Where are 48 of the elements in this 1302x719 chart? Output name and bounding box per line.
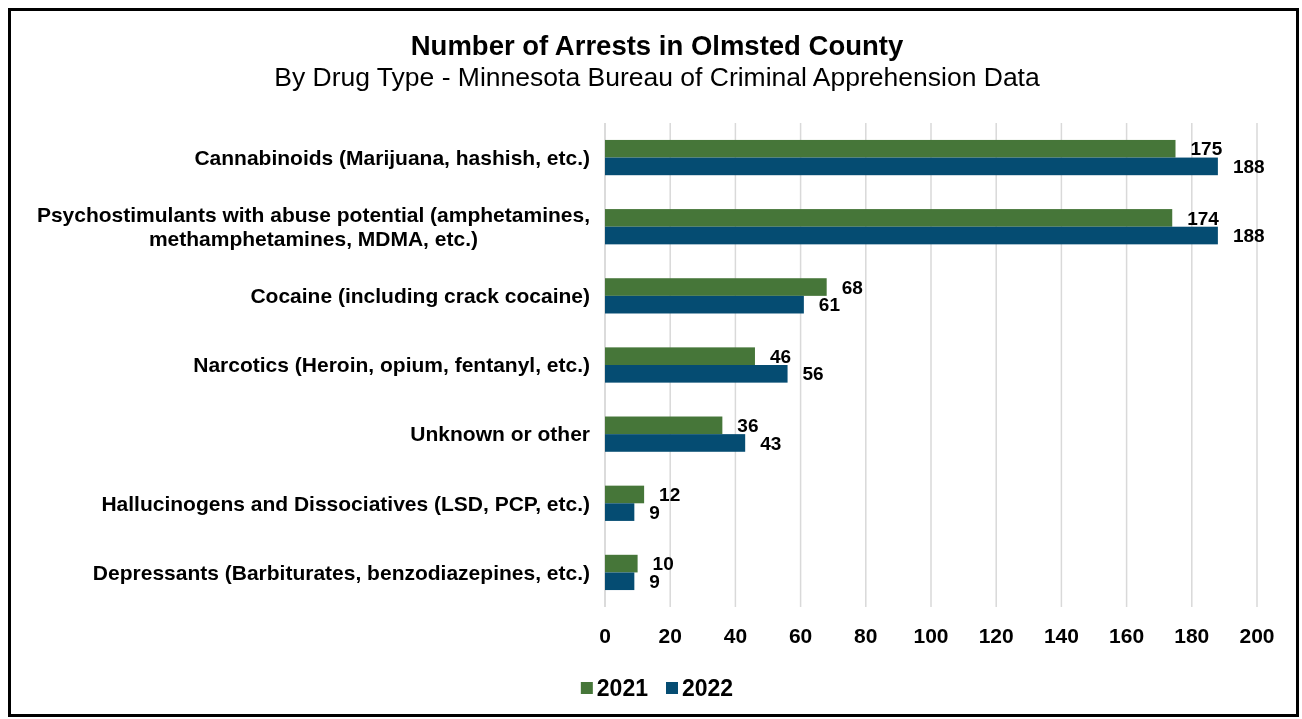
x-tick-label: 180 xyxy=(1174,624,1210,648)
bar xyxy=(605,503,635,521)
bar xyxy=(605,434,746,452)
chart-subtitle: By Drug Type - Minnesota Bureau of Criminal Apprehension Data xyxy=(274,62,1040,92)
x-tick-label: 120 xyxy=(978,624,1014,648)
bar xyxy=(605,365,788,383)
y-tick-label: Cannabinoids (Marijuana, hashish, etc.) xyxy=(194,145,590,169)
bar xyxy=(605,278,827,296)
x-tick-label: 40 xyxy=(723,624,748,648)
x-tick-label: 0 xyxy=(599,624,611,648)
chart-title: Number of Arrests in Olmsted County xyxy=(410,30,904,61)
data-label: 174 xyxy=(1187,207,1220,229)
data-label: 9 xyxy=(649,501,660,523)
bar xyxy=(605,295,804,314)
data-label: 188 xyxy=(1232,225,1265,247)
y-tick-label: Psychostimulants with abuse potential (amphetamines, methamphetamines, MDMA, etc.) xyxy=(36,203,590,251)
x-tick-label: 60 xyxy=(788,624,813,648)
data-label: 56 xyxy=(802,363,824,385)
x-tick-label: 100 xyxy=(913,624,949,648)
x-tick-label: 80 xyxy=(854,624,878,648)
data-label: 175 xyxy=(1190,138,1223,160)
y-tick-label: Unknown or other xyxy=(410,422,590,446)
data-label: 12 xyxy=(659,484,681,506)
y-tick-label: Cocaine (including crack cocaine) xyxy=(250,284,590,308)
legend-label: 2021 xyxy=(596,675,649,702)
bar xyxy=(605,572,635,591)
data-label: 46 xyxy=(769,345,792,367)
y-tick-label: Depressants (Barbiturates, benzodiazepines, etc.) xyxy=(92,560,590,584)
bar xyxy=(605,157,1218,176)
bar xyxy=(605,554,638,573)
data-label: 43 xyxy=(760,432,782,454)
bar xyxy=(605,139,1176,158)
y-tick-label: Narcotics (Heroin, opium, fentanyl, etc.) xyxy=(193,353,590,377)
bar xyxy=(605,416,723,435)
x-tick-label: 140 xyxy=(1043,624,1079,648)
bar xyxy=(605,209,1173,227)
data-label: 61 xyxy=(818,294,841,316)
data-label: 68 xyxy=(841,276,863,298)
x-tick-label: 20 xyxy=(658,624,682,648)
data-label: 188 xyxy=(1232,156,1265,178)
legend-label: 2022 xyxy=(682,675,734,702)
bar xyxy=(605,226,1218,245)
bar xyxy=(605,485,645,504)
x-tick-label: 160 xyxy=(1109,624,1145,648)
y-tick-label: Hallucinogens and Dissociatives (LSD, PCP, etc.) xyxy=(101,491,590,515)
x-tick-label: 200 xyxy=(1239,624,1275,648)
bar xyxy=(605,347,755,365)
data-label: 36 xyxy=(737,414,759,436)
